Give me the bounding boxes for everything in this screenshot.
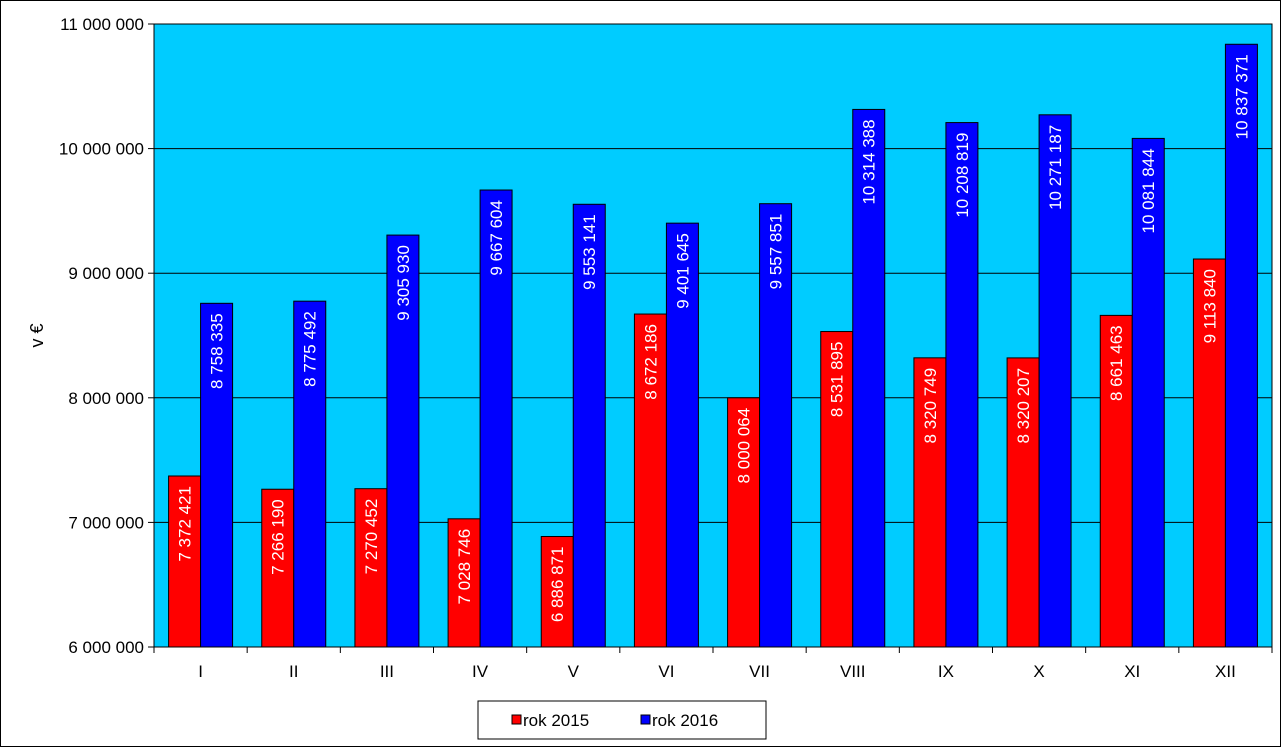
x-tick-label: VI <box>658 662 674 681</box>
x-tick-label: IV <box>472 662 489 681</box>
y-tick-label: 6 000 000 <box>68 638 144 657</box>
bar-value-label: 8 000 064 <box>735 408 754 484</box>
x-tick-label: XII <box>1215 662 1236 681</box>
bar-value-label: 9 305 930 <box>394 245 413 321</box>
legend: rok 2015 rok 2016 <box>478 701 766 739</box>
x-tick-label: X <box>1033 662 1044 681</box>
bar-value-label: 10 314 388 <box>860 119 879 204</box>
y-tick-label: 9 000 000 <box>68 264 144 283</box>
bar-value-label: 9 553 141 <box>580 214 599 290</box>
bar-value-label: 8 320 207 <box>1014 368 1033 444</box>
bar-value-label: 9 667 604 <box>487 200 506 276</box>
bar-value-label: 8 758 335 <box>208 313 227 389</box>
y-tick-label: 7 000 000 <box>68 513 144 532</box>
bar-value-label: 10 208 819 <box>953 133 972 218</box>
bar-value-label: 8 661 463 <box>1107 325 1126 401</box>
bar-value-label: 8 672 186 <box>641 324 660 400</box>
bar-value-label: 8 320 749 <box>921 368 940 444</box>
bar-value-label: 9 557 851 <box>767 214 786 290</box>
bar-value-label: 10 271 187 <box>1046 125 1065 210</box>
x-tick-label: VIII <box>840 662 866 681</box>
bar-value-label: 6 886 871 <box>548 546 567 622</box>
x-axis: I II III IV V VI VII VIII IX X XI XII <box>154 647 1272 681</box>
bar-value-label: 8 531 895 <box>828 342 847 418</box>
y-tick-label: 10 000 000 <box>59 140 144 159</box>
legend-label-2015: rok 2015 <box>523 711 589 730</box>
bar-value-label: 9 113 840 <box>1200 269 1219 343</box>
bar-value-label: 10 837 371 <box>1232 54 1251 139</box>
y-axis-label: v € <box>27 323 47 347</box>
legend-swatch-2015 <box>512 715 521 724</box>
bar-value-label: 7 028 746 <box>455 529 474 605</box>
x-tick-label: III <box>380 662 394 681</box>
x-tick-label: VII <box>749 662 770 681</box>
x-tick-label: II <box>289 662 298 681</box>
bar-value-label: 10 081 844 <box>1139 148 1158 233</box>
y-tick-label: 11 000 000 <box>60 15 144 34</box>
y-tick-label: 8 000 000 <box>68 389 144 408</box>
x-tick-label: XI <box>1124 662 1140 681</box>
bar-value-label: 7 266 190 <box>269 499 288 575</box>
bar-value-label: 8 775 492 <box>301 311 320 387</box>
bar-value-label: 7 372 421 <box>176 486 195 562</box>
bar-value-label: 9 401 645 <box>673 233 692 309</box>
legend-swatch-2016 <box>641 715 650 724</box>
x-tick-label: V <box>568 662 580 681</box>
bar-value-label: 7 270 452 <box>362 499 381 575</box>
x-tick-label: I <box>198 662 203 681</box>
x-tick-label: IX <box>938 662 954 681</box>
legend-label-2016: rok 2016 <box>652 711 718 730</box>
y-axis: 6 000 000 7 000 000 8 000 000 9 000 000 10 0… <box>59 15 154 657</box>
